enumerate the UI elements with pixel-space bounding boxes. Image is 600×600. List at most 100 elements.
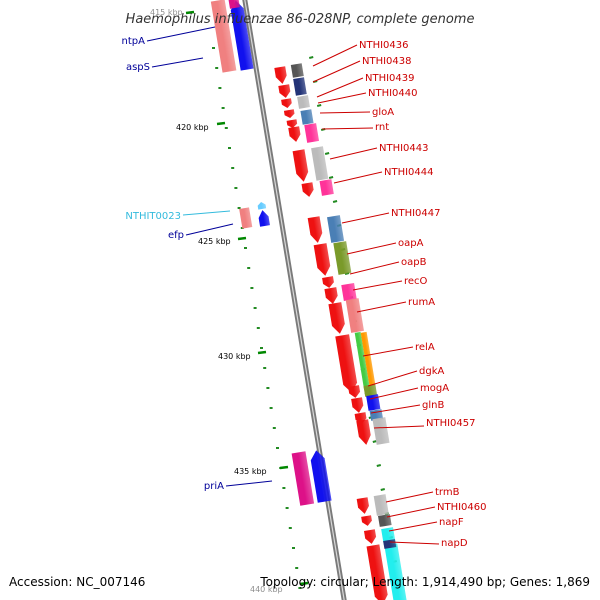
gene-NTHI0460-box-shape (377, 514, 392, 527)
gene-NTHI0436-box (290, 63, 304, 78)
gene-label-aspS: aspS (126, 62, 150, 73)
gene-rumA-box-shape (345, 298, 364, 333)
leader-line-NTHI0436 (312, 44, 358, 67)
gene-relA-box-a-shape (354, 331, 371, 391)
scale-tick-label: 435 kbp (234, 467, 267, 476)
gene-NTHI0439-shape-shape (281, 98, 292, 108)
gene-efp-shape-shape (258, 210, 270, 227)
leader-line-mogA (369, 387, 419, 400)
gene-label-recO: recO (404, 276, 428, 287)
gene-NTHI0443-shape (292, 149, 309, 182)
scale-tick-mark (257, 350, 267, 355)
gene-rnt-shape-shape (288, 126, 301, 142)
gene-oapA-box (333, 241, 352, 275)
gene-napD-cap (383, 539, 397, 549)
gene-napD-box (384, 543, 408, 600)
gene-dgkA-box-shape (363, 384, 378, 397)
scale-tick-label: 430 kbp (218, 352, 251, 361)
gene-NTHI0460-shape (361, 515, 372, 526)
gene-priA-shape-shape (310, 450, 332, 503)
scale-tick-label: 420 kbp (176, 123, 209, 132)
gene-trmB-shape (356, 497, 369, 514)
gene-NTHI0447-shape (307, 216, 323, 243)
gene-NTHI0438-box (293, 77, 307, 96)
gene-NTHI0460-shape-shape (361, 515, 372, 526)
gene-relA-box-b (360, 331, 376, 387)
leader-line-priA (225, 480, 273, 487)
gene-oapB-shape-shape (322, 276, 334, 288)
gene-napF-shape-shape (363, 529, 377, 544)
gene-NTHI0438-box-shape (293, 77, 307, 96)
gene-NTHI0444-box-shape (319, 179, 334, 196)
gene-NTHIT0023-shape-shape (239, 207, 253, 229)
leader-line-NTHIT0023 (182, 210, 231, 216)
gene-label-NTHI0438: NTHI0438 (362, 56, 412, 67)
gene-NTHI0444-box (319, 179, 334, 196)
gene-NTHI0443-shape-shape (292, 149, 309, 182)
gene-efp-shape (258, 210, 270, 227)
gene-label-efp: efp (168, 230, 184, 241)
gene-label-rnt: rnt (375, 122, 389, 133)
gene-recO-box-shape (341, 283, 357, 301)
gene-rnt-box-shape (304, 123, 320, 143)
scale-dot (332, 200, 338, 203)
gene-label-NTHI0443: NTHI0443 (379, 143, 429, 154)
gene-NTHI0443-box-shape (311, 146, 329, 181)
gene-label-NTHIT0023: NTHIT0023 (125, 211, 181, 222)
gene-partial-shape-group (227, 0, 240, 9)
scale-tick-label: 415 kbp (150, 8, 183, 17)
scale-dot (324, 152, 330, 155)
gene-mogA-shape (351, 397, 364, 413)
leader-line-glnB (370, 404, 421, 414)
gene-napD-shape (366, 544, 388, 600)
gene-aspS-shape-group-shape (230, 0, 254, 71)
gene-NTHI0438-shape (278, 84, 291, 98)
gene-recO-shape (324, 287, 338, 304)
scale-tick-mark (279, 465, 289, 470)
gene-mogA-shape-shape (351, 397, 364, 413)
leader-line-recO (352, 280, 403, 291)
gene-NTHI0457-shape (356, 419, 371, 445)
gene-label-NTHI0444: NTHI0444 (384, 167, 434, 178)
gene-rnt-shape (288, 126, 301, 142)
gene-NTHI0457-box-shape (372, 417, 390, 445)
gene-NTHI0457-shape-shape (356, 419, 371, 445)
scale-tick-label: 425 kbp (198, 237, 231, 246)
accession-text: Accession: NC_007146 (9, 575, 145, 589)
gene-leader-lines (146, 26, 440, 545)
leader-line-rnt (321, 127, 374, 130)
leader-line-NTHI0444 (333, 171, 383, 184)
gene-label-dgkA: dgkA (419, 366, 444, 377)
leader-line-relA (362, 346, 414, 357)
leader-line-NTHI0457 (373, 425, 425, 429)
gene-NTHI0436-shape (274, 66, 287, 84)
gene-label-rumA: rumA (408, 297, 435, 308)
gene-relA-box-a (354, 331, 371, 391)
gene-label-ntpA: ntpA (122, 36, 146, 47)
gene-rnt-box (304, 123, 320, 143)
gene-napD-box-shape (384, 543, 408, 600)
gene-label-napD: napD (441, 538, 468, 549)
scale-tick-mark (237, 236, 247, 241)
leader-line-gloA (319, 111, 371, 114)
gene-features (210, 0, 408, 600)
gene-priA-box-shape (291, 451, 315, 506)
leader-line-trmB (385, 491, 434, 503)
gene-trmB-box-shape (373, 494, 389, 516)
leader-line-NTHI0440 (317, 92, 367, 104)
gene-label-NTHI0436: NTHI0436 (359, 40, 409, 51)
scale-dot (376, 464, 382, 467)
gene-mogA-box-shape (366, 394, 381, 411)
gene-gloA-box (300, 109, 314, 125)
scale-dot (316, 104, 322, 107)
gene-oapA-box-shape (333, 241, 352, 275)
gene-NTHI0444-shape (301, 182, 314, 197)
gene-rumA-shape (328, 302, 345, 334)
gene-label-NTHI0457: NTHI0457 (426, 418, 476, 429)
gene-mogA-box (366, 394, 381, 411)
leader-line-NTHI0460 (386, 506, 436, 518)
gene-NTHI0457-box (372, 417, 390, 445)
leader-line-NTHI0439 (316, 77, 364, 98)
gene-dgkA-shape-shape (348, 385, 361, 398)
gene-label-oapB: oapB (401, 257, 427, 268)
